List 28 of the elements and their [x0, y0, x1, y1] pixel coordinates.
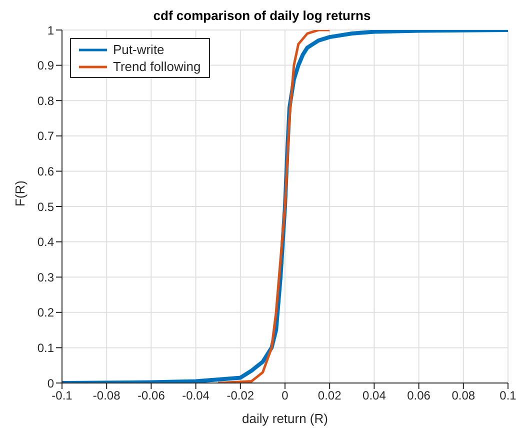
x-tick-label: 0.04 [362, 388, 386, 403]
x-axis-title: daily return (R) [242, 411, 328, 426]
x-tick-label: 0.08 [452, 388, 476, 403]
y-tick-label: 0 [47, 376, 54, 390]
chart-title: cdf comparison of daily log returns [152, 8, 372, 23]
y-tick-label: 0.4 [37, 235, 54, 250]
x-tick-label: 0 [282, 388, 289, 403]
y-tick-label: 0.3 [37, 270, 54, 284]
x-tick-label: -0.04 [182, 388, 210, 403]
legend-label: Trend following [113, 58, 201, 75]
line-series [216, 30, 331, 383]
x-tick-label: 0.02 [318, 388, 342, 403]
x-tick-label: 0.06 [407, 388, 431, 403]
y-tick-label: 0.7 [37, 129, 54, 144]
y-tick-label: 1 [47, 23, 54, 38]
y-tick-label: 0.8 [37, 94, 54, 108]
x-tick-label: -0.1 [52, 388, 73, 403]
x-tick-label: 0.1 [500, 388, 517, 403]
y-tick-label: 0.1 [37, 340, 54, 355]
y-tick-label: 0.2 [37, 306, 54, 320]
x-tick-label: -0.02 [226, 388, 254, 403]
legend-label: Put-write [113, 41, 164, 58]
x-tick-label: -0.06 [138, 388, 166, 403]
y-tick-label: 0.9 [37, 58, 54, 73]
y-tick-label: 0.6 [37, 164, 54, 178]
x-tick-label: -0.08 [92, 388, 121, 403]
y-tick-label: 0.5 [37, 200, 54, 214]
y-axis-title: F(R) [12, 180, 28, 206]
